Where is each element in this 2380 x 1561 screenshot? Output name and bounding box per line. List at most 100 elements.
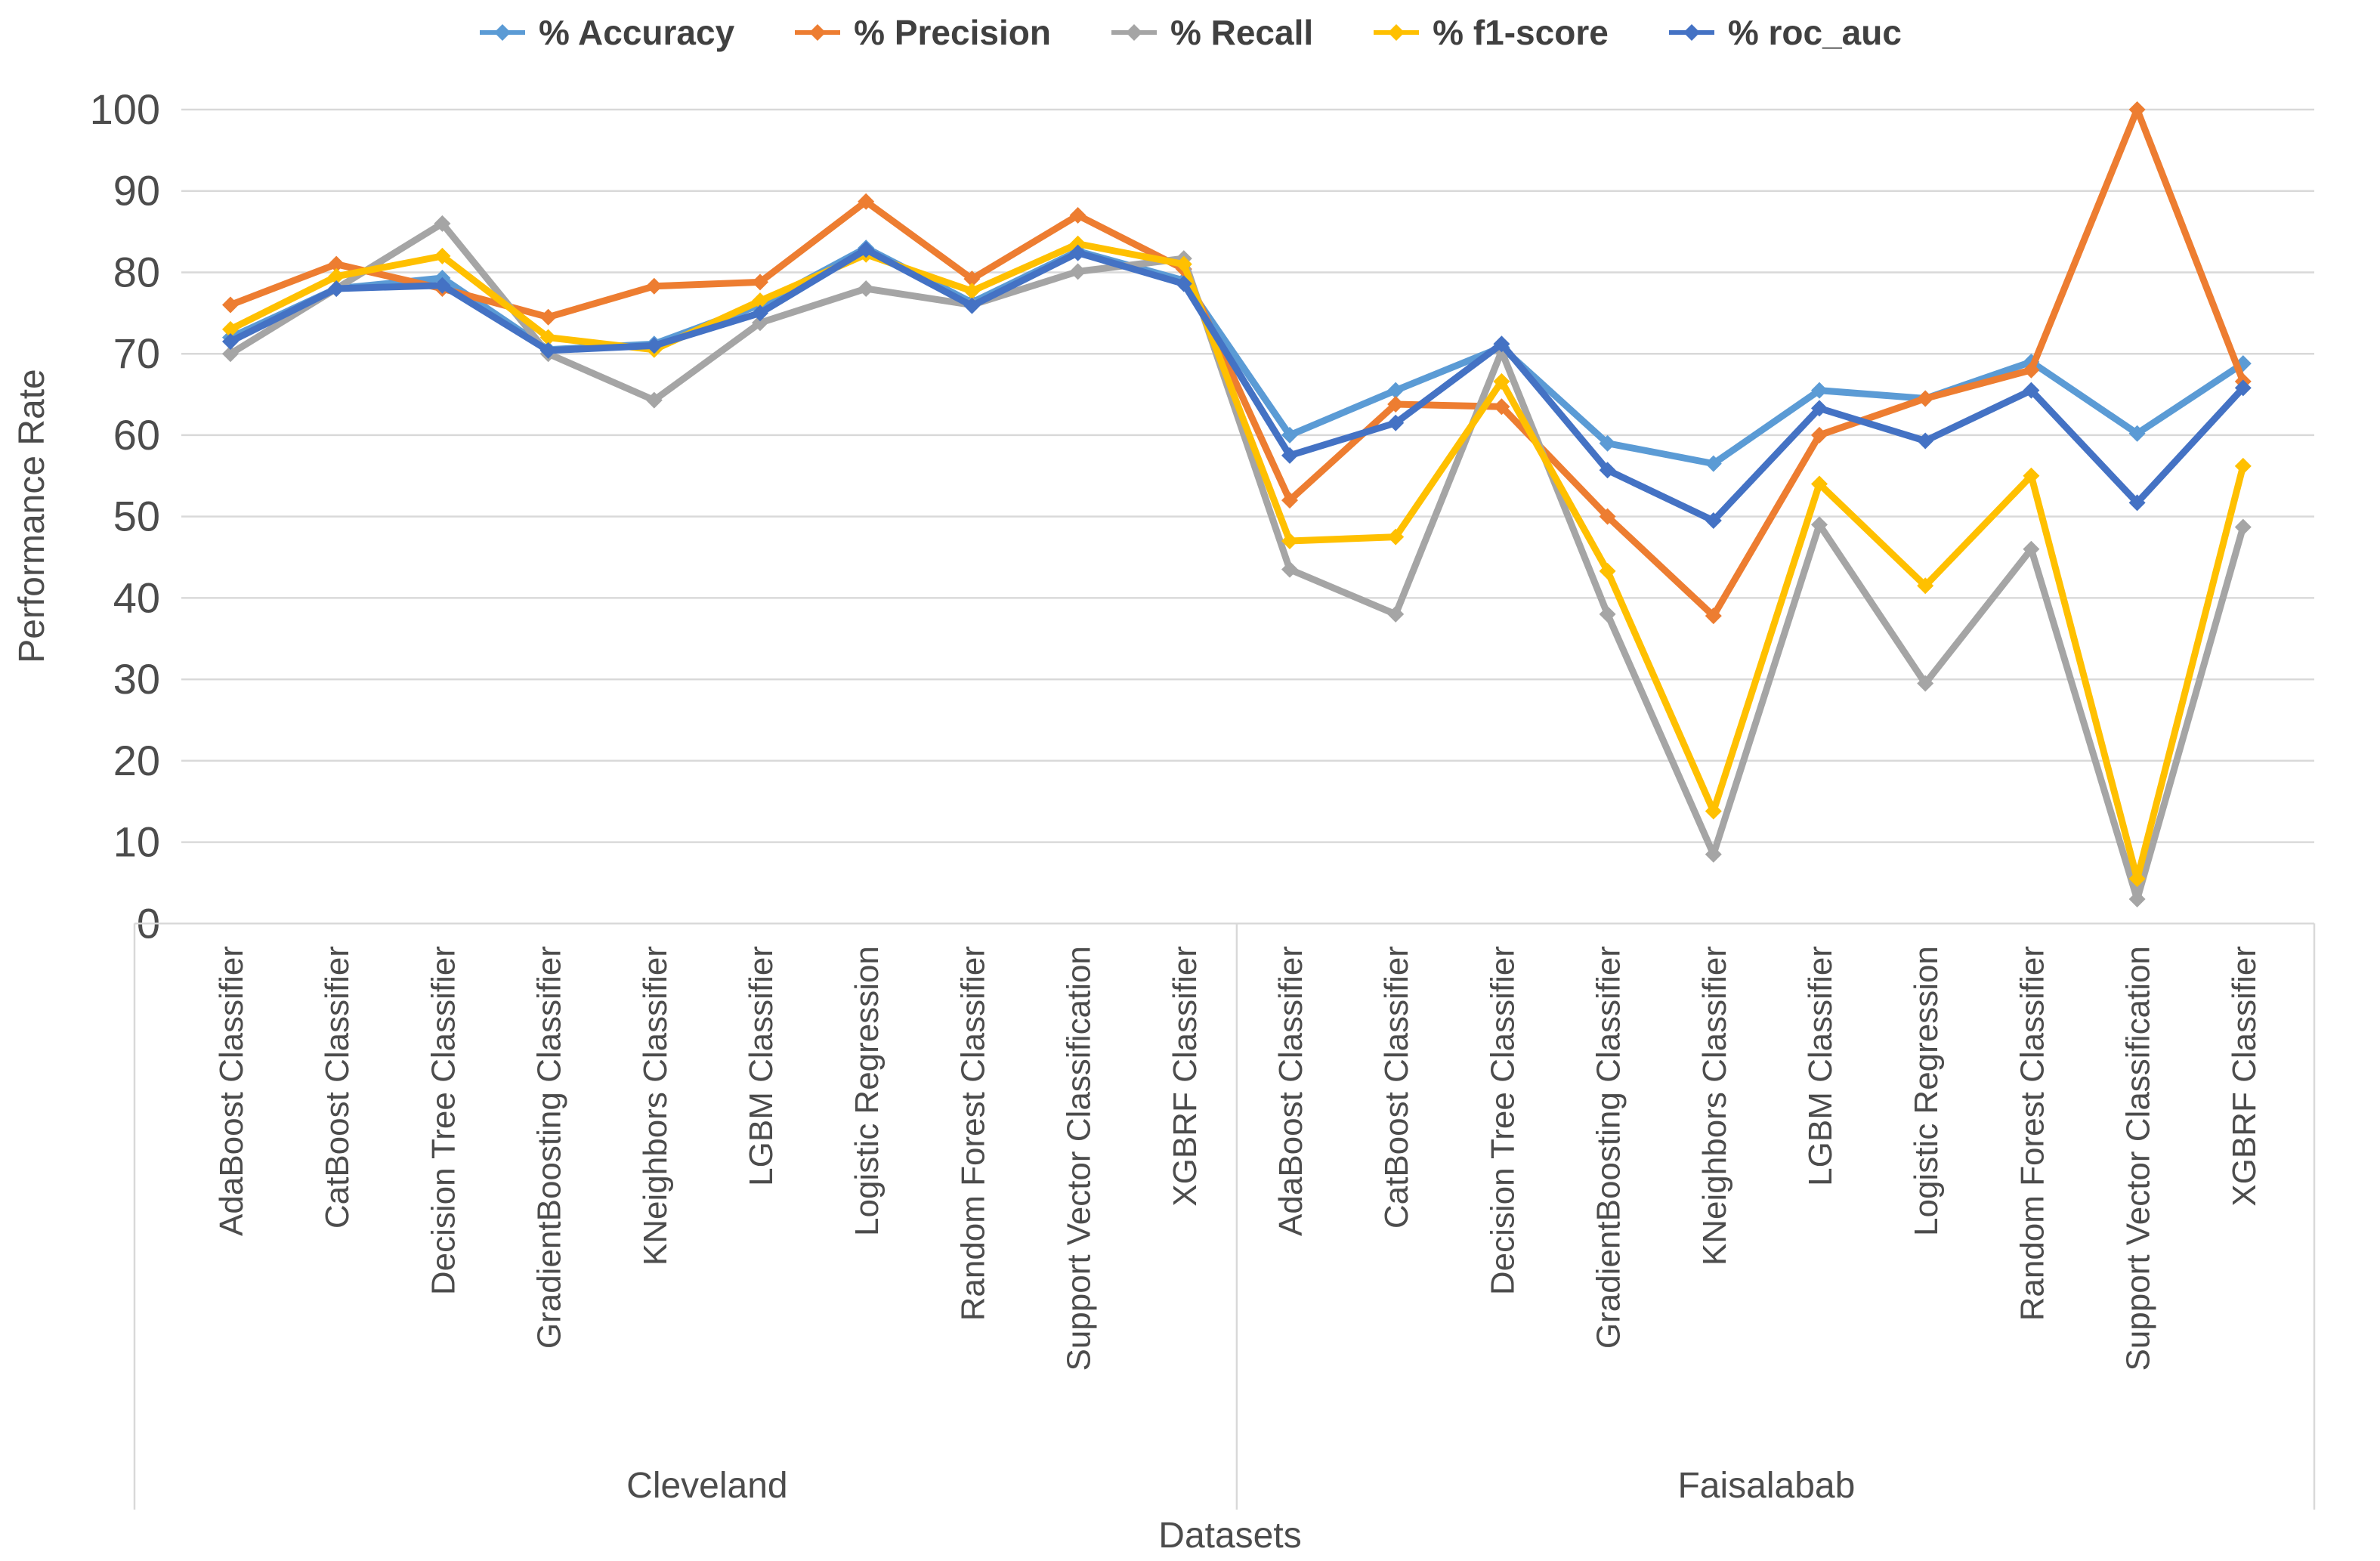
axis-lines	[133, 923, 2316, 1510]
data-point-marker-accuracy	[1599, 434, 1616, 452]
category-label: LGBM Classifier	[743, 946, 780, 1186]
data-point-marker-roc-auc	[1493, 335, 1510, 353]
category-label: Decision Tree Classifier	[1484, 946, 1521, 1295]
data-point-marker-f1-score	[1811, 475, 1828, 493]
y-tick-label: 40	[113, 573, 160, 621]
data-point-marker-recall	[1281, 561, 1298, 578]
data-point-marker-roc-auc	[1811, 400, 1828, 417]
data-point-marker-precision	[752, 274, 768, 291]
data-point-marker-roc-auc	[1599, 462, 1616, 479]
data-point-marker-precision	[1281, 492, 1298, 509]
data-point-marker-accuracy	[1811, 382, 1828, 399]
group-label-cleveland: Cleveland	[626, 1466, 787, 1506]
data-point-marker-precision	[1705, 607, 1722, 625]
data-point-marker-recall	[1599, 605, 1616, 623]
category-label: Random Forest Classifier	[2014, 946, 2051, 1321]
data-point-marker-recall	[1069, 263, 1086, 280]
category-label: KNeighbors Classifier	[1696, 946, 1733, 1266]
data-point-marker-f1-score	[1705, 802, 1722, 820]
series-precision	[222, 101, 2252, 625]
data-point-marker-f1-score	[2234, 457, 2252, 474]
legend-label: % Accuracy	[539, 13, 735, 52]
data-point-marker-roc-auc	[1175, 275, 1192, 292]
data-point-marker-roc-auc	[2128, 494, 2146, 512]
series-line-f1-score	[227, 240, 2247, 883]
series-recall	[222, 215, 2252, 907]
data-point-marker-recall	[2128, 890, 2146, 907]
data-point-marker-roc-auc	[328, 280, 345, 298]
data-point-marker-f1-score	[2128, 870, 2146, 888]
category-label: XGBRF Classifier	[1167, 946, 1204, 1207]
y-tick-label: 90	[113, 167, 160, 215]
series-roc-auc	[222, 241, 2252, 530]
data-point-marker-precision	[328, 255, 345, 273]
legend-marker-precision-icon	[795, 24, 841, 41]
data-point-marker-roc-auc	[2234, 379, 2252, 397]
series-accuracy	[222, 240, 2252, 472]
y-tick-label: 20	[113, 737, 160, 784]
data-point-marker-roc-auc	[752, 304, 768, 322]
data-point-marker-f1-score	[328, 267, 345, 285]
legend-item-roc-auc: % roc_auc	[1668, 12, 1902, 53]
category-label: Decision Tree Classifier	[425, 946, 462, 1295]
data-point-marker-f1-score	[1281, 532, 1298, 549]
series-line-recall	[227, 220, 2247, 903]
category-label: CatBoost Classifier	[319, 946, 356, 1229]
data-point-marker-recall	[1811, 516, 1828, 533]
data-point-marker-precision	[1493, 398, 1510, 416]
series-line-roc-auc	[227, 246, 2247, 524]
legend-marker-accuracy-icon	[480, 24, 526, 41]
data-point-marker-roc-auc	[539, 342, 557, 359]
data-point-marker-f1-score	[1599, 562, 1616, 580]
data-point-marker-roc-auc	[963, 297, 981, 314]
data-point-marker-roc-auc	[1387, 414, 1405, 431]
data-point-marker-recall	[222, 345, 239, 363]
category-label: AdaBoost Classifier	[1272, 946, 1309, 1236]
data-point-marker-f1-score	[222, 320, 239, 338]
legend-label: % f1-score	[1433, 13, 1609, 52]
data-point-marker-precision	[1811, 426, 1828, 444]
data-point-marker-precision	[1387, 395, 1405, 413]
data-point-marker-roc-auc	[1281, 447, 1298, 464]
group-label-faisalabab: Faisalabab	[1677, 1466, 1855, 1506]
legend-label: % Precision	[854, 13, 1051, 52]
x-axis-title: Datasets	[1158, 1516, 1301, 1556]
data-point-marker-precision	[963, 270, 981, 288]
category-label: GradientBoosting Classifier	[531, 946, 568, 1349]
y-tick-label: 10	[113, 818, 160, 866]
data-point-marker-recall	[1705, 845, 1722, 863]
data-point-marker-precision	[1917, 390, 1934, 407]
legend-item-precision: % Precision	[793, 12, 1051, 53]
data-point-marker-roc-auc	[858, 241, 875, 258]
data-point-marker-recall	[1387, 605, 1405, 623]
legend-label: % Recall	[1170, 13, 1314, 52]
data-point-marker-roc-auc	[1705, 512, 1722, 530]
data-point-marker-recall	[858, 280, 875, 298]
data-point-marker-precision	[539, 308, 557, 326]
y-tick-label: 80	[113, 248, 160, 295]
category-labels: AdaBoost Classifier CatBoost Classifier De…	[213, 946, 2263, 1371]
data-point-marker-recall	[2023, 540, 2040, 558]
category-label: AdaBoost Classifier	[213, 946, 250, 1236]
data-point-marker-recall	[645, 391, 663, 409]
y-tick-label: 50	[113, 493, 160, 540]
y-tick-label: 100	[90, 85, 160, 133]
data-point-marker-f1-score	[1917, 577, 1934, 595]
legend: % Accuracy % Precision % Recall % f1-score%…	[0, 12, 2380, 53]
y-tick-label: 30	[113, 655, 160, 703]
data-point-marker-precision	[858, 193, 875, 210]
data-point-marker-recall	[434, 215, 451, 232]
data-point-marker-roc-auc	[222, 333, 239, 351]
category-label: Support Vector Classification	[2120, 946, 2157, 1371]
y-tick-label: 70	[113, 329, 160, 377]
legend-item-accuracy: % Accuracy	[478, 12, 734, 53]
category-label: Logistic Regression	[848, 946, 886, 1236]
category-label: Logistic Regression	[1908, 946, 1945, 1236]
gridlines	[181, 108, 2314, 925]
data-point-marker-precision	[222, 296, 239, 314]
category-label: CatBoost Classifier	[1378, 946, 1415, 1229]
group-labels: Cleveland Faisalabab	[626, 1466, 1855, 1506]
